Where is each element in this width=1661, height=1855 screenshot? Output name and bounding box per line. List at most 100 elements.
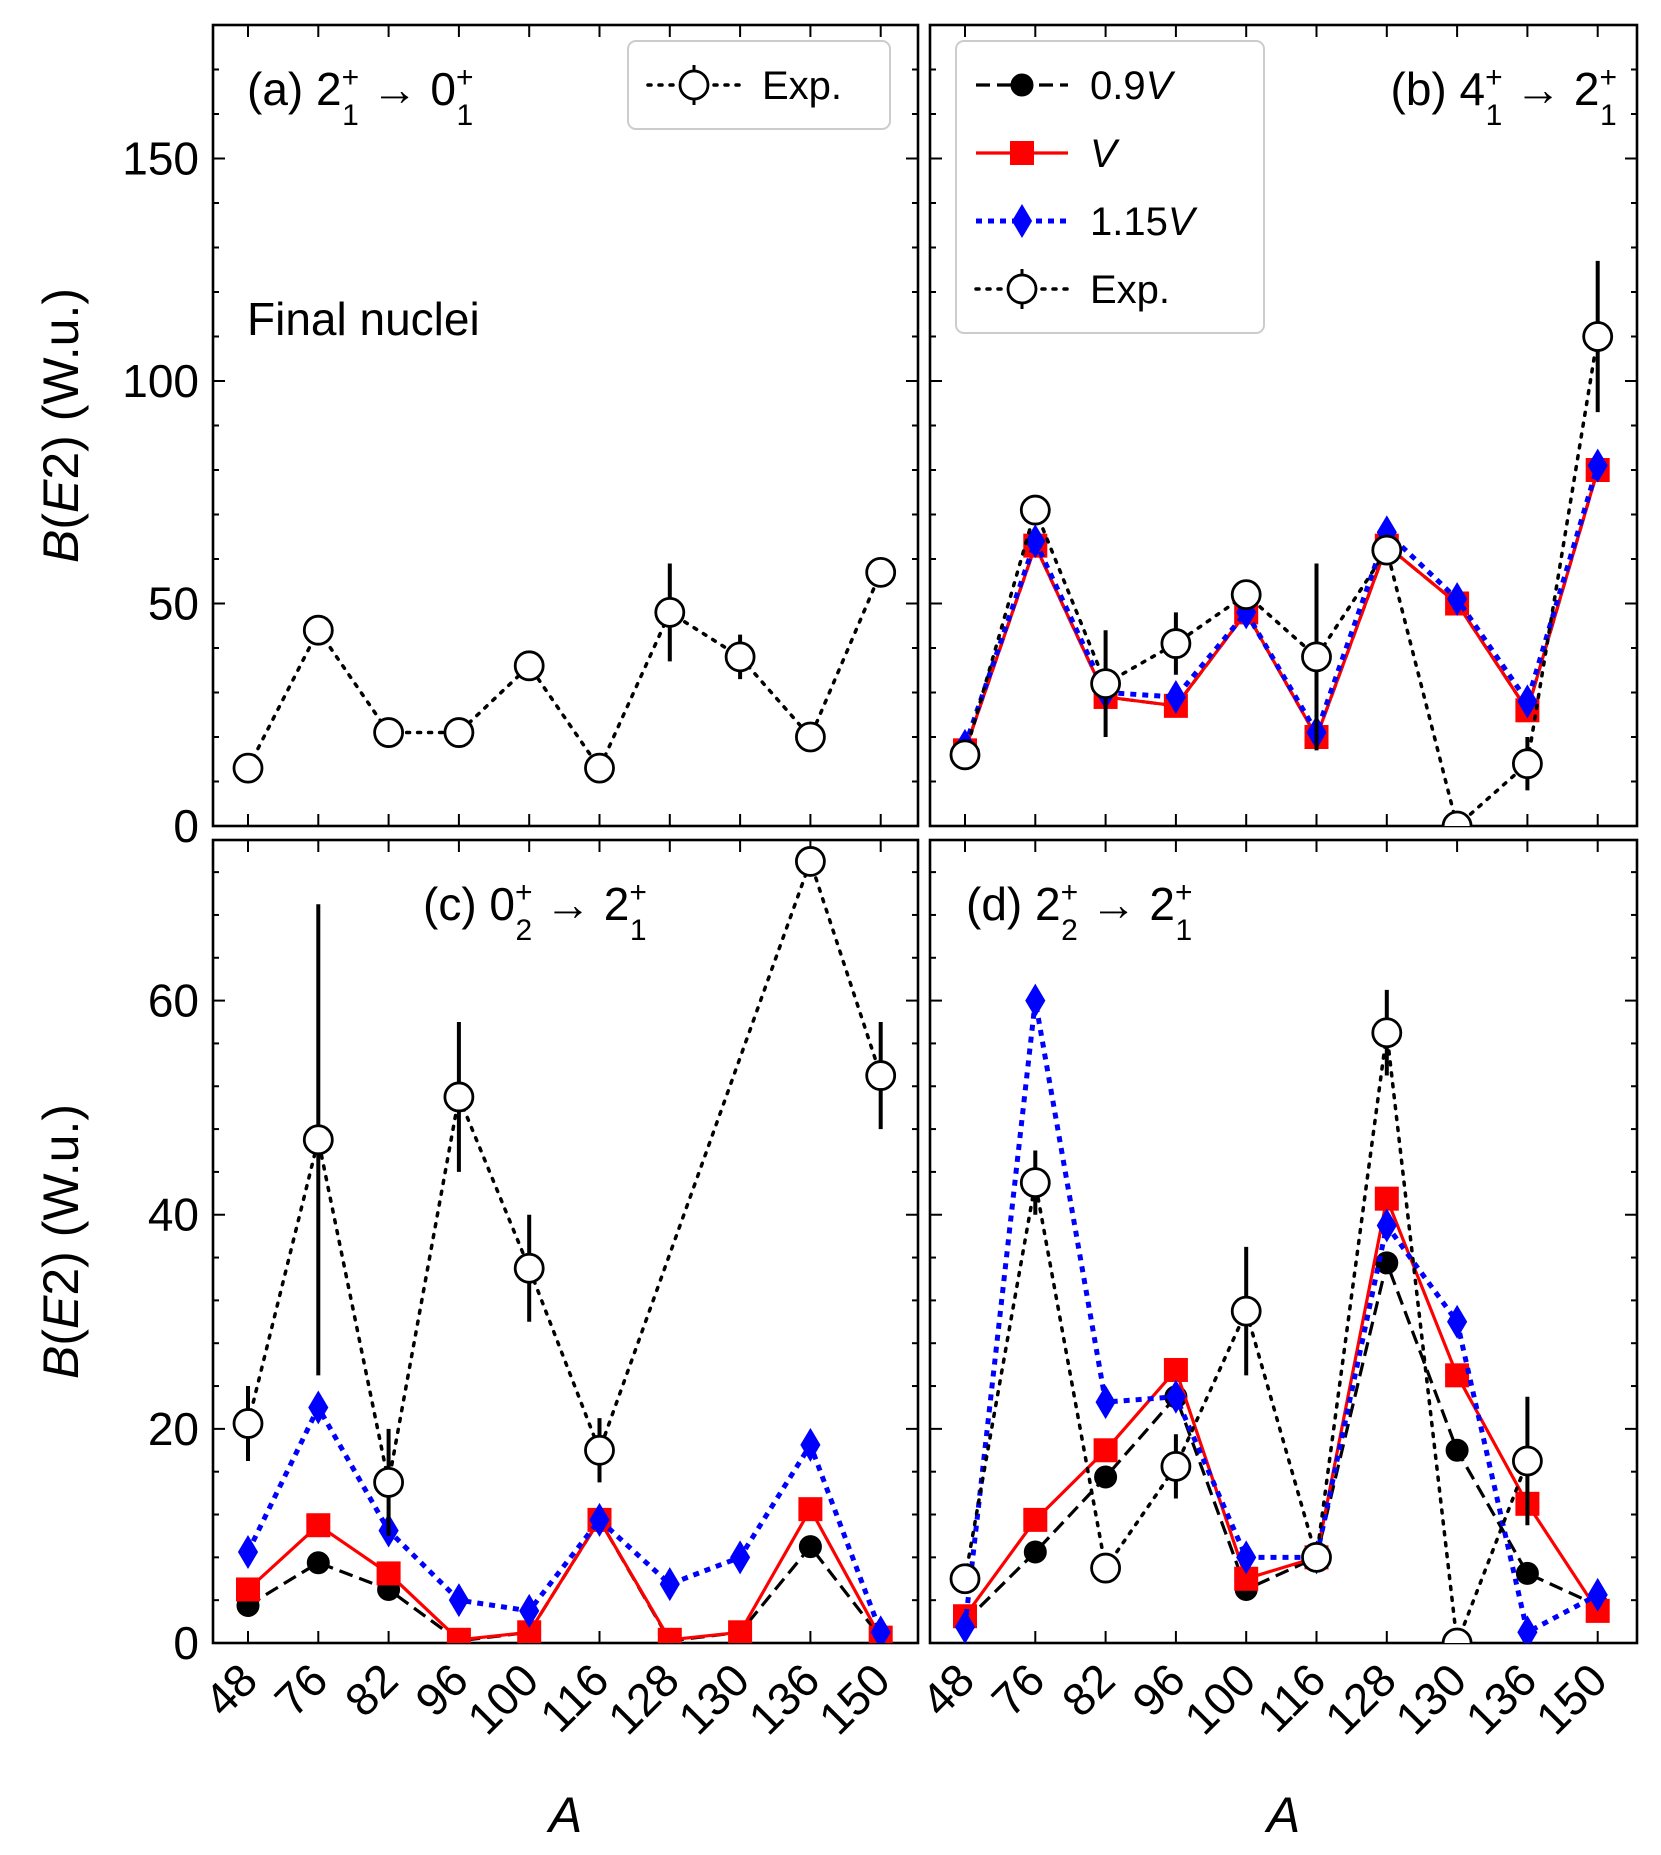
data-point-s09 xyxy=(1445,1438,1469,1462)
series-line-exp xyxy=(246,570,883,772)
data-point-s115 xyxy=(1587,1577,1608,1612)
data-point-s115 xyxy=(1025,983,1046,1018)
data-point-exp xyxy=(584,752,615,784)
data-point-s115 xyxy=(730,1540,751,1575)
data-point-exp xyxy=(1230,579,1262,610)
data-point-s115 xyxy=(519,1593,540,1628)
data-point-exp xyxy=(1512,1445,1543,1477)
data-point-s115 xyxy=(237,1535,259,1569)
data-point-s115 xyxy=(800,1427,821,1462)
series-s10 xyxy=(236,1497,893,1643)
y-tick-label: 100 xyxy=(122,355,199,407)
data-point-exp xyxy=(1019,1167,1051,1199)
x-tick-label: 48 xyxy=(194,1653,267,1726)
y-axis-title: B(E2) (W.u.) xyxy=(33,1104,89,1379)
x-tick-label: 76 xyxy=(981,1653,1054,1726)
x-tick-label: 116 xyxy=(530,1653,619,1742)
plot-area xyxy=(232,846,897,1643)
data-point-s10 xyxy=(1445,1363,1470,1388)
legend-entry: Exp. xyxy=(646,64,842,108)
data-point-exp xyxy=(1441,810,1473,826)
data-point-exp xyxy=(1090,668,1121,699)
x-tick-label: 100 xyxy=(457,1653,548,1744)
data-point-exp xyxy=(1371,1017,1403,1049)
x-tick-label: 128 xyxy=(598,1653,689,1744)
data-point-s115 xyxy=(448,1583,469,1618)
x-tick-label: 100 xyxy=(1174,1653,1265,1744)
data-point-s115 xyxy=(1095,1385,1116,1420)
series-s115 xyxy=(954,983,1608,1643)
x-tick-label: 136 xyxy=(738,1653,829,1744)
series-line-s09 xyxy=(963,1257,1599,1623)
data-point-s115 xyxy=(870,1615,891,1643)
x-tick-label: 116 xyxy=(1247,1653,1336,1742)
legend-label: V xyxy=(1090,132,1120,176)
series-line-s115 xyxy=(962,1000,1599,1637)
data-point-exp xyxy=(865,1060,897,1091)
legend-label: 0.9V xyxy=(1090,64,1176,108)
plot-frame xyxy=(211,838,920,1645)
x-tick-label: 48 xyxy=(911,1653,984,1726)
legend-entry: V xyxy=(976,132,1120,176)
plot-frame xyxy=(928,838,1639,1645)
data-point-s115 xyxy=(1447,582,1468,617)
data-point-exp xyxy=(795,721,826,753)
y-tick-label: 50 xyxy=(148,578,199,630)
data-point-s115 xyxy=(1587,448,1608,483)
x-tick-label: 136 xyxy=(1455,1653,1546,1744)
data-point-s10 xyxy=(657,1627,682,1643)
data-point-exp xyxy=(949,739,981,771)
data-point-s10 xyxy=(1023,1507,1048,1532)
data-point-s115 xyxy=(589,1502,610,1537)
series-s09 xyxy=(953,458,1610,762)
plot-area xyxy=(949,260,1614,826)
series-exp xyxy=(232,846,897,1536)
legend-marker xyxy=(1011,204,1033,238)
data-point-s10 xyxy=(1163,1357,1188,1382)
data-point-exp xyxy=(513,1252,545,1284)
x-tick-label: 82 xyxy=(335,1653,408,1726)
x-axis-title: A xyxy=(1264,1787,1300,1843)
legend-entry: Exp. xyxy=(974,268,1170,312)
data-point-s09 xyxy=(798,1535,822,1559)
panel-title: (d) 2+ 2 → 2+ 1 xyxy=(966,876,1193,947)
data-point-exp xyxy=(949,1563,981,1595)
data-point-exp xyxy=(373,717,405,748)
data-point-s10 xyxy=(1374,1186,1399,1211)
data-point-exp xyxy=(1512,748,1543,780)
data-point-s115 xyxy=(1517,684,1538,719)
data-point-s115 xyxy=(1236,1540,1257,1575)
series-line-s10 xyxy=(963,1193,1600,1618)
series-exp xyxy=(949,260,1614,826)
data-point-exp xyxy=(302,1124,334,1156)
data-point-s09 xyxy=(306,1551,330,1575)
x-tick-label: 130 xyxy=(668,1653,759,1744)
annotation-final-nuclei: Final nuclei xyxy=(247,293,480,345)
data-point-exp xyxy=(513,650,545,682)
series-exp xyxy=(949,989,1543,1643)
legend-frame xyxy=(627,40,891,130)
series-exp xyxy=(232,556,897,784)
series-line-s10 xyxy=(963,469,1600,751)
y-tick-label: 0 xyxy=(173,1617,199,1669)
data-point-exp xyxy=(373,1467,405,1498)
y-tick-label: 60 xyxy=(148,975,199,1027)
data-point-exp xyxy=(584,1434,615,1466)
series-line-exp xyxy=(246,856,883,1483)
legend-marker xyxy=(1006,273,1038,305)
x-axis-title: A xyxy=(546,1787,582,1843)
data-point-s10 xyxy=(446,1627,471,1643)
data-point-s115 xyxy=(1517,1615,1538,1643)
legend-label: 1.15V xyxy=(1090,200,1198,244)
data-point-exp xyxy=(443,1081,475,1113)
legend-entry: 0.9V xyxy=(976,64,1176,108)
plot-area xyxy=(949,983,1610,1643)
data-point-s10 xyxy=(1093,1438,1118,1463)
series-s10 xyxy=(953,1186,1610,1629)
data-point-s115 xyxy=(1165,679,1186,714)
legend-label: Exp. xyxy=(1090,268,1170,312)
legend-entry: 1.15V xyxy=(976,200,1198,244)
data-point-s115 xyxy=(308,1390,329,1425)
